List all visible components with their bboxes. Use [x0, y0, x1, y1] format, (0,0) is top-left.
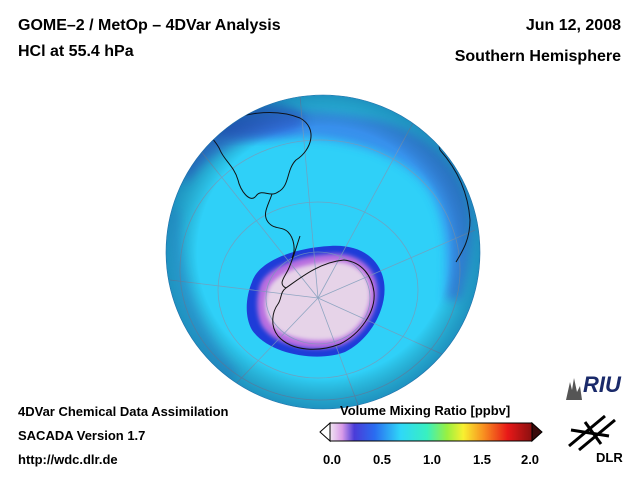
colorbar-tick-2: 1.0 — [422, 452, 442, 467]
map-date: Jun 12, 2008 — [525, 17, 621, 34]
map-title: GOME–2 / MetOp – 4DVar Analysis — [18, 17, 281, 34]
colorbar-tick-1: 0.5 — [372, 452, 392, 467]
footer-line-1: 4DVar Chemical Data Assimilation — [18, 404, 229, 419]
map-region: Southern Hemisphere — [454, 48, 621, 65]
footer-url: http://wdc.dlr.de — [18, 452, 118, 467]
hcl-field — [166, 95, 480, 409]
colorbar-tick-3: 1.5 — [472, 452, 492, 467]
map-subtitle: HCl at 55.4 hPa — [18, 43, 134, 60]
colorbar-max-arrow — [531, 421, 543, 443]
dlr-logo-text: DLR — [596, 450, 623, 465]
colorbar-tick-4: 2.0 — [520, 452, 540, 467]
riu-logo-icon — [566, 378, 582, 400]
riu-logo-text: RIU — [583, 372, 621, 397]
globe-rim — [165, 94, 481, 410]
colorbar-title: Volume Mixing Ratio [ppbv] — [340, 403, 511, 418]
colorbar-tick-0: 0.0 — [322, 452, 342, 467]
dlr-logo-icon — [568, 414, 616, 452]
globe-shading — [166, 95, 480, 409]
colorbar-min-arrow — [319, 421, 331, 443]
riu-mountain-icon — [566, 378, 582, 400]
colorbar — [319, 421, 543, 443]
colorbar-gradient — [329, 422, 533, 442]
footer-line-2: SACADA Version 1.7 — [18, 428, 146, 443]
